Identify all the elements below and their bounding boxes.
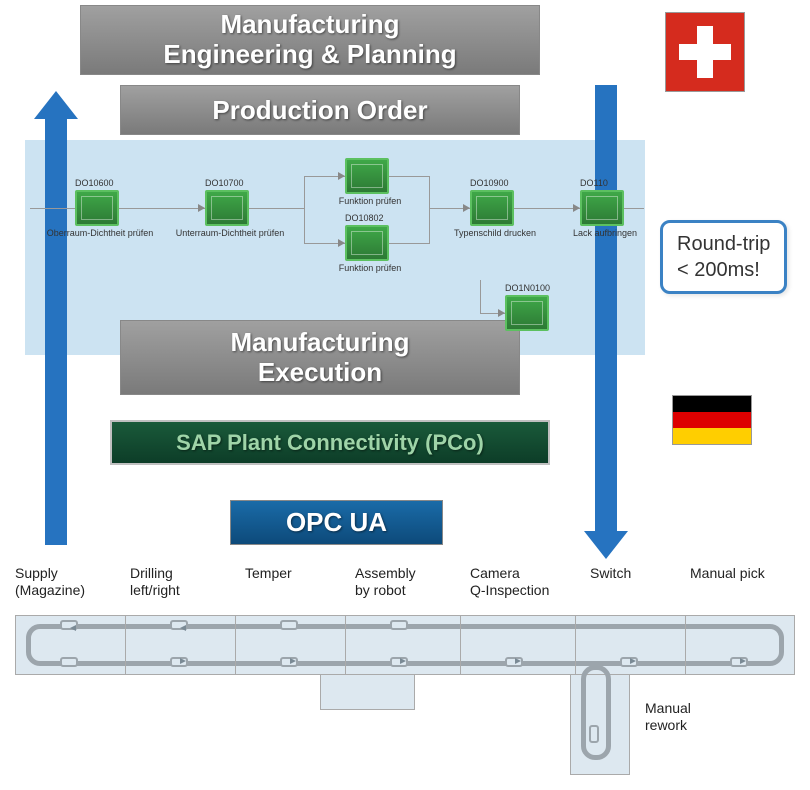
- callout-line2: < 200ms!: [677, 257, 770, 283]
- proc-arrow-icon: [338, 172, 345, 180]
- roundtrip-callout: Round-trip < 200ms!: [660, 220, 787, 294]
- process-label: Funktion prüfen: [315, 263, 425, 273]
- process-code: DO1N0100: [505, 283, 550, 293]
- callout-line1: Round-trip: [677, 231, 770, 257]
- process-node: [505, 295, 549, 331]
- proc-connector: [624, 208, 644, 209]
- flow-arrow-icon: [70, 625, 76, 631]
- station-divider: [125, 615, 126, 675]
- engineering-line1: Manufacturing: [163, 10, 456, 40]
- assembly-extension: [320, 675, 415, 710]
- process-label: Funktion prüfen: [315, 196, 425, 206]
- station-label: Supply(Magazine): [15, 565, 85, 599]
- flow-arrow-icon: [630, 658, 636, 664]
- opcua-label: OPC UA: [286, 507, 387, 538]
- process-node: [580, 190, 624, 226]
- execution-line2: Execution: [230, 358, 409, 388]
- engineering-line2: Engineering & Planning: [163, 40, 456, 70]
- process-code: DO110: [580, 178, 608, 188]
- flow-arrow-icon: [515, 658, 521, 664]
- proc-connector: [389, 243, 429, 244]
- pco-label: SAP Plant Connectivity (PCo): [176, 430, 484, 456]
- proc-connector: [30, 208, 75, 209]
- station-divider: [685, 615, 686, 675]
- conveyor-station-mark: [390, 620, 408, 630]
- production-order-box: Production Order: [120, 85, 520, 135]
- flow-arrow-icon: [180, 625, 186, 631]
- station-divider: [575, 615, 576, 675]
- arrow-downward: [595, 85, 617, 535]
- rework-branch: [570, 675, 630, 775]
- engineering-planning-box: Manufacturing Engineering & Planning: [80, 5, 540, 75]
- process-code: DO10802: [345, 213, 384, 223]
- production-order-label: Production Order: [212, 95, 427, 126]
- flow-arrow-icon: [180, 658, 186, 664]
- rework-label: Manual rework: [645, 700, 691, 734]
- station-divider: [345, 615, 346, 675]
- process-node: [345, 158, 389, 194]
- process-label: Oberraum-Dichtheit prüfen: [45, 228, 155, 238]
- proc-arrow-icon: [338, 239, 345, 247]
- proc-connector: [389, 176, 429, 177]
- process-node: [205, 190, 249, 226]
- rework-station-mark: [589, 725, 599, 743]
- rework-track: [581, 665, 611, 760]
- execution-line1: Manufacturing: [230, 328, 409, 358]
- proc-arrow-icon: [498, 309, 505, 317]
- opcua-box: OPC UA: [230, 500, 443, 545]
- station-label: Switch: [590, 565, 631, 582]
- proc-connector: [480, 280, 481, 313]
- process-label: Lack aufbringen: [550, 228, 660, 238]
- process-code: DO10900: [470, 178, 509, 188]
- german-flag: [672, 395, 752, 445]
- conveyor-station-mark: [60, 657, 78, 667]
- proc-arrow-icon: [573, 204, 580, 212]
- arrow-upward: [45, 115, 67, 545]
- pco-box: SAP Plant Connectivity (PCo): [110, 420, 550, 465]
- process-node: [470, 190, 514, 226]
- proc-connector: [304, 176, 305, 243]
- process-node: [75, 190, 119, 226]
- execution-box: Manufacturing Execution: [120, 320, 520, 395]
- proc-connector: [514, 208, 580, 209]
- swiss-flag: [665, 12, 745, 92]
- station-label: Assemblyby robot: [355, 565, 416, 599]
- flow-arrow-icon: [400, 658, 406, 664]
- proc-connector: [429, 176, 430, 244]
- station-divider: [460, 615, 461, 675]
- process-label: Unterraum-Dichtheit prüfen: [175, 228, 285, 238]
- proc-arrow-icon: [198, 204, 205, 212]
- proc-connector: [119, 208, 205, 209]
- proc-arrow-icon: [463, 204, 470, 212]
- process-code: DO10600: [75, 178, 114, 188]
- process-node: [345, 225, 389, 261]
- conveyor-station-mark: [280, 620, 298, 630]
- process-code: DO10700: [205, 178, 244, 188]
- station-label: CameraQ-Inspection: [470, 565, 549, 599]
- flow-arrow-icon: [290, 658, 296, 664]
- process-label: Typenschild drucken: [440, 228, 550, 238]
- flow-arrow-icon: [740, 658, 746, 664]
- station-label: Temper: [245, 565, 292, 582]
- station-label: Drillingleft/right: [130, 565, 180, 599]
- station-divider: [235, 615, 236, 675]
- proc-connector: [249, 208, 304, 209]
- station-label: Manual pick: [690, 565, 765, 582]
